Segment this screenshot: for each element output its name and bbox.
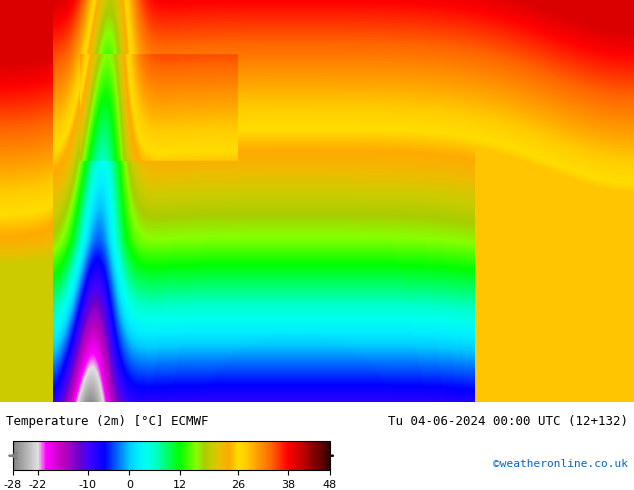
Text: ©weatheronline.co.uk: ©weatheronline.co.uk (493, 459, 628, 469)
Text: Temperature (2m) [°C] ECMWF: Temperature (2m) [°C] ECMWF (6, 415, 209, 428)
Text: Tu 04-06-2024 00:00 UTC (12+132): Tu 04-06-2024 00:00 UTC (12+132) (387, 415, 628, 428)
